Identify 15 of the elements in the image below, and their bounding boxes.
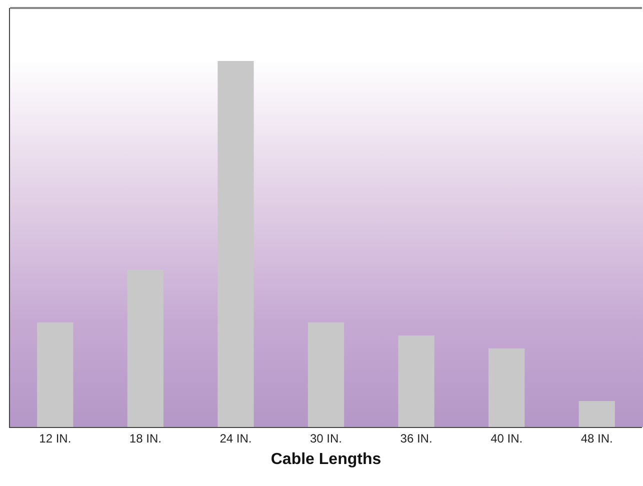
- x-tick-label: 18 IN.: [129, 431, 162, 446]
- x-axis-title: Cable Lengths: [270, 451, 382, 468]
- bar: [308, 322, 344, 427]
- bar: [488, 348, 525, 427]
- bar: [578, 401, 615, 427]
- x-tick-label: 12 IN.: [39, 431, 72, 446]
- bar: [127, 270, 164, 427]
- x-tick-label: 36 IN.: [400, 431, 432, 446]
- bar: [37, 322, 74, 427]
- x-tick-label: 40 IN.: [490, 431, 523, 446]
- x-tick-label: 24 IN.: [220, 431, 252, 446]
- x-tick-label: 30 IN.: [310, 431, 342, 446]
- bar: [218, 61, 254, 427]
- x-tick-label: 48 IN.: [580, 431, 613, 446]
- bar: [398, 336, 434, 427]
